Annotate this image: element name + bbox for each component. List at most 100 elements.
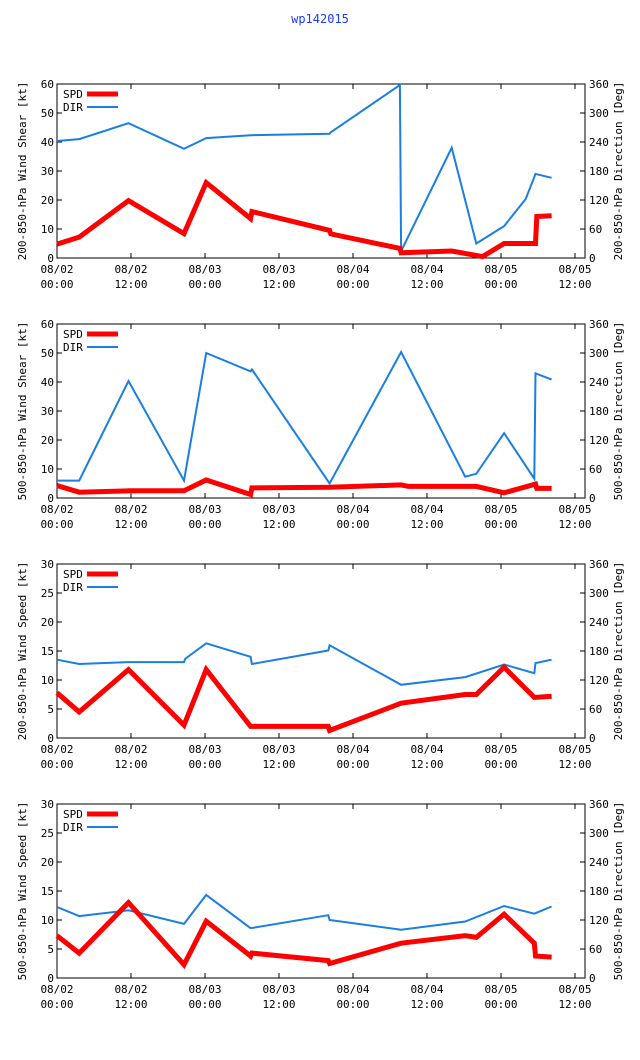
y-left-tick-label: 10 <box>41 223 54 236</box>
y-right-tick-label: 120 <box>589 674 609 687</box>
legend-label-spd: SPD <box>63 568 83 581</box>
x-tick-date-label: 08/03 <box>188 263 221 276</box>
y-left-tick-label: 30 <box>41 558 54 571</box>
chart-panel-2: 0 10 20 30 40 50 60 0 60 120 180 240 300 360 08/02 00:0… <box>16 318 625 531</box>
dir-series-line <box>57 349 552 486</box>
x-tick-date-label: 08/05 <box>558 743 591 756</box>
y-right-tick-label: 240 <box>589 376 609 389</box>
x-tick-date-label: 08/05 <box>484 263 517 276</box>
x-tick-time-label: 12:00 <box>410 278 443 291</box>
y-right-tick-label: 300 <box>589 827 609 840</box>
chart-panel-3: 05101520253006012018024030036008/0200:00… <box>16 558 625 771</box>
x-tick-date-label: 08/05 <box>558 503 591 516</box>
x-tick-time-label: 12:00 <box>262 758 295 771</box>
x-tick-date-label: 08/03 <box>188 743 221 756</box>
y-right-tick-label: 60 <box>589 703 602 716</box>
x-tick-date-label: 08/05 <box>484 983 517 996</box>
y-right-tick-label: 300 <box>589 347 609 360</box>
x-tick-time-label: 00:00 <box>484 518 517 531</box>
x-tick-date-label: 08/02 <box>40 743 73 756</box>
y-right-tick-label: 60 <box>589 943 602 956</box>
x-tick-date-label: 08/04 <box>410 983 443 996</box>
x-tick-time-label: 00:00 <box>40 758 73 771</box>
y-right-tick-label: 60 <box>589 223 602 236</box>
x-tick-date-label: 08/02 <box>40 983 73 996</box>
y-right-tick-label: 360 <box>589 78 609 91</box>
x-tick-date-label: 08/04 <box>410 263 443 276</box>
y-right-tick-label: 0 <box>589 252 596 265</box>
x-tick-time-label: 00:00 <box>188 518 221 531</box>
x-tick-time-label: 00:00 <box>188 758 221 771</box>
x-tick-time-label: 00:00 <box>336 998 369 1011</box>
y-left-tick-label: 0 <box>47 972 54 985</box>
y-right-tick-label: 180 <box>589 165 609 178</box>
spd-series-line <box>56 178 552 260</box>
x-tick-date-label: 08/02 <box>40 503 73 516</box>
x-tick-time-label: 12:00 <box>558 758 591 771</box>
y-right-axis-label: 500-850-hPa Direction [Deg] <box>612 322 625 501</box>
y-right-tick-label: 240 <box>589 136 609 149</box>
x-tick-date-label: 08/04 <box>336 743 369 756</box>
x-tick-time-label: 12:00 <box>114 758 147 771</box>
y-left-tick-label: 60 <box>41 318 54 331</box>
x-tick-time-label: 00:00 <box>40 518 73 531</box>
y-right-tick-label: 300 <box>589 107 609 120</box>
plot-frame <box>56 803 586 979</box>
x-tick-time-label: 00:00 <box>188 278 221 291</box>
x-tick-time-label: 12:00 <box>558 518 591 531</box>
y-left-tick-label: 15 <box>41 885 54 898</box>
dir-series-line <box>56 893 552 931</box>
y-left-axis-label: 500-850-hPa Wind Speed [kt] <box>16 802 29 981</box>
y-right-tick-label: 360 <box>589 558 609 571</box>
y-left-tick-label: 20 <box>41 856 54 869</box>
y-left-tick-label: 0 <box>47 252 54 265</box>
x-tick-date-label: 08/03 <box>188 983 221 996</box>
chart-panel-4: 05101520253006012018024030036008/0200:00… <box>16 798 625 1011</box>
y-right-tick-label: 180 <box>589 405 609 418</box>
chart-panel-1: 0 10 20 30 40 50 60 0 60 120 180 240 300 360 08/02 00:0… <box>16 78 625 291</box>
spd-series-line <box>55 663 552 734</box>
x-tick-date-label: 08/05 <box>484 743 517 756</box>
x-tick-date-label: 08/03 <box>188 503 221 516</box>
x-tick-date-label: 08/04 <box>410 503 443 516</box>
x-tick-time-label: 00:00 <box>336 758 369 771</box>
y-left-tick-label: 25 <box>41 827 54 840</box>
y-left-tick-label: 30 <box>41 798 54 811</box>
y-right-axis-label: 500-850-hPa Direction [Deg] <box>612 802 625 981</box>
y-left-tick-label: 15 <box>41 645 54 658</box>
legend-label-spd: SPD <box>63 328 83 341</box>
y-left-tick-label: 20 <box>41 616 54 629</box>
x-tick-time-label: 12:00 <box>410 998 443 1011</box>
y-left-axis-label: 200-850-hPa Wind Speed [kt] <box>16 562 29 741</box>
legend-label-dir: DIR <box>63 341 83 354</box>
legend-label-dir: DIR <box>63 101 83 114</box>
y-left-tick-label: 25 <box>41 587 54 600</box>
y-left-tick-label: 60 <box>41 78 54 91</box>
x-tick-date-label: 08/04 <box>336 983 369 996</box>
x-tick-date-label: 08/03 <box>262 743 295 756</box>
x-tick-date-label: 08/04 <box>410 743 443 756</box>
spd-series-line <box>56 477 552 498</box>
y-right-tick-label: 120 <box>589 434 609 447</box>
y-left-tick-label: 5 <box>47 703 54 716</box>
plot-frame <box>56 83 586 259</box>
x-tick-time-label: 12:00 <box>558 998 591 1011</box>
y-left-tick-label: 10 <box>41 674 54 687</box>
y-right-tick-label: 0 <box>589 732 596 745</box>
x-tick-time-label: 00:00 <box>484 998 517 1011</box>
y-left-tick-label: 0 <box>47 492 54 505</box>
x-tick-time-label: 00:00 <box>40 998 73 1011</box>
y-left-tick-label: 10 <box>41 914 54 927</box>
x-tick-date-label: 08/04 <box>336 503 369 516</box>
x-tick-time-label: 12:00 <box>114 278 147 291</box>
x-tick-time-label: 12:00 <box>410 518 443 531</box>
x-tick-date-label: 08/02 <box>114 983 147 996</box>
x-tick-time-label: 12:00 <box>262 518 295 531</box>
x-tick-date-label: 08/02 <box>40 263 73 276</box>
x-tick-date-label: 08/04 <box>336 263 369 276</box>
y-left-tick-label: 40 <box>41 376 54 389</box>
dir-series-line <box>56 642 552 686</box>
y-right-tick-label: 360 <box>589 318 609 331</box>
y-left-tick-label: 20 <box>41 434 54 447</box>
